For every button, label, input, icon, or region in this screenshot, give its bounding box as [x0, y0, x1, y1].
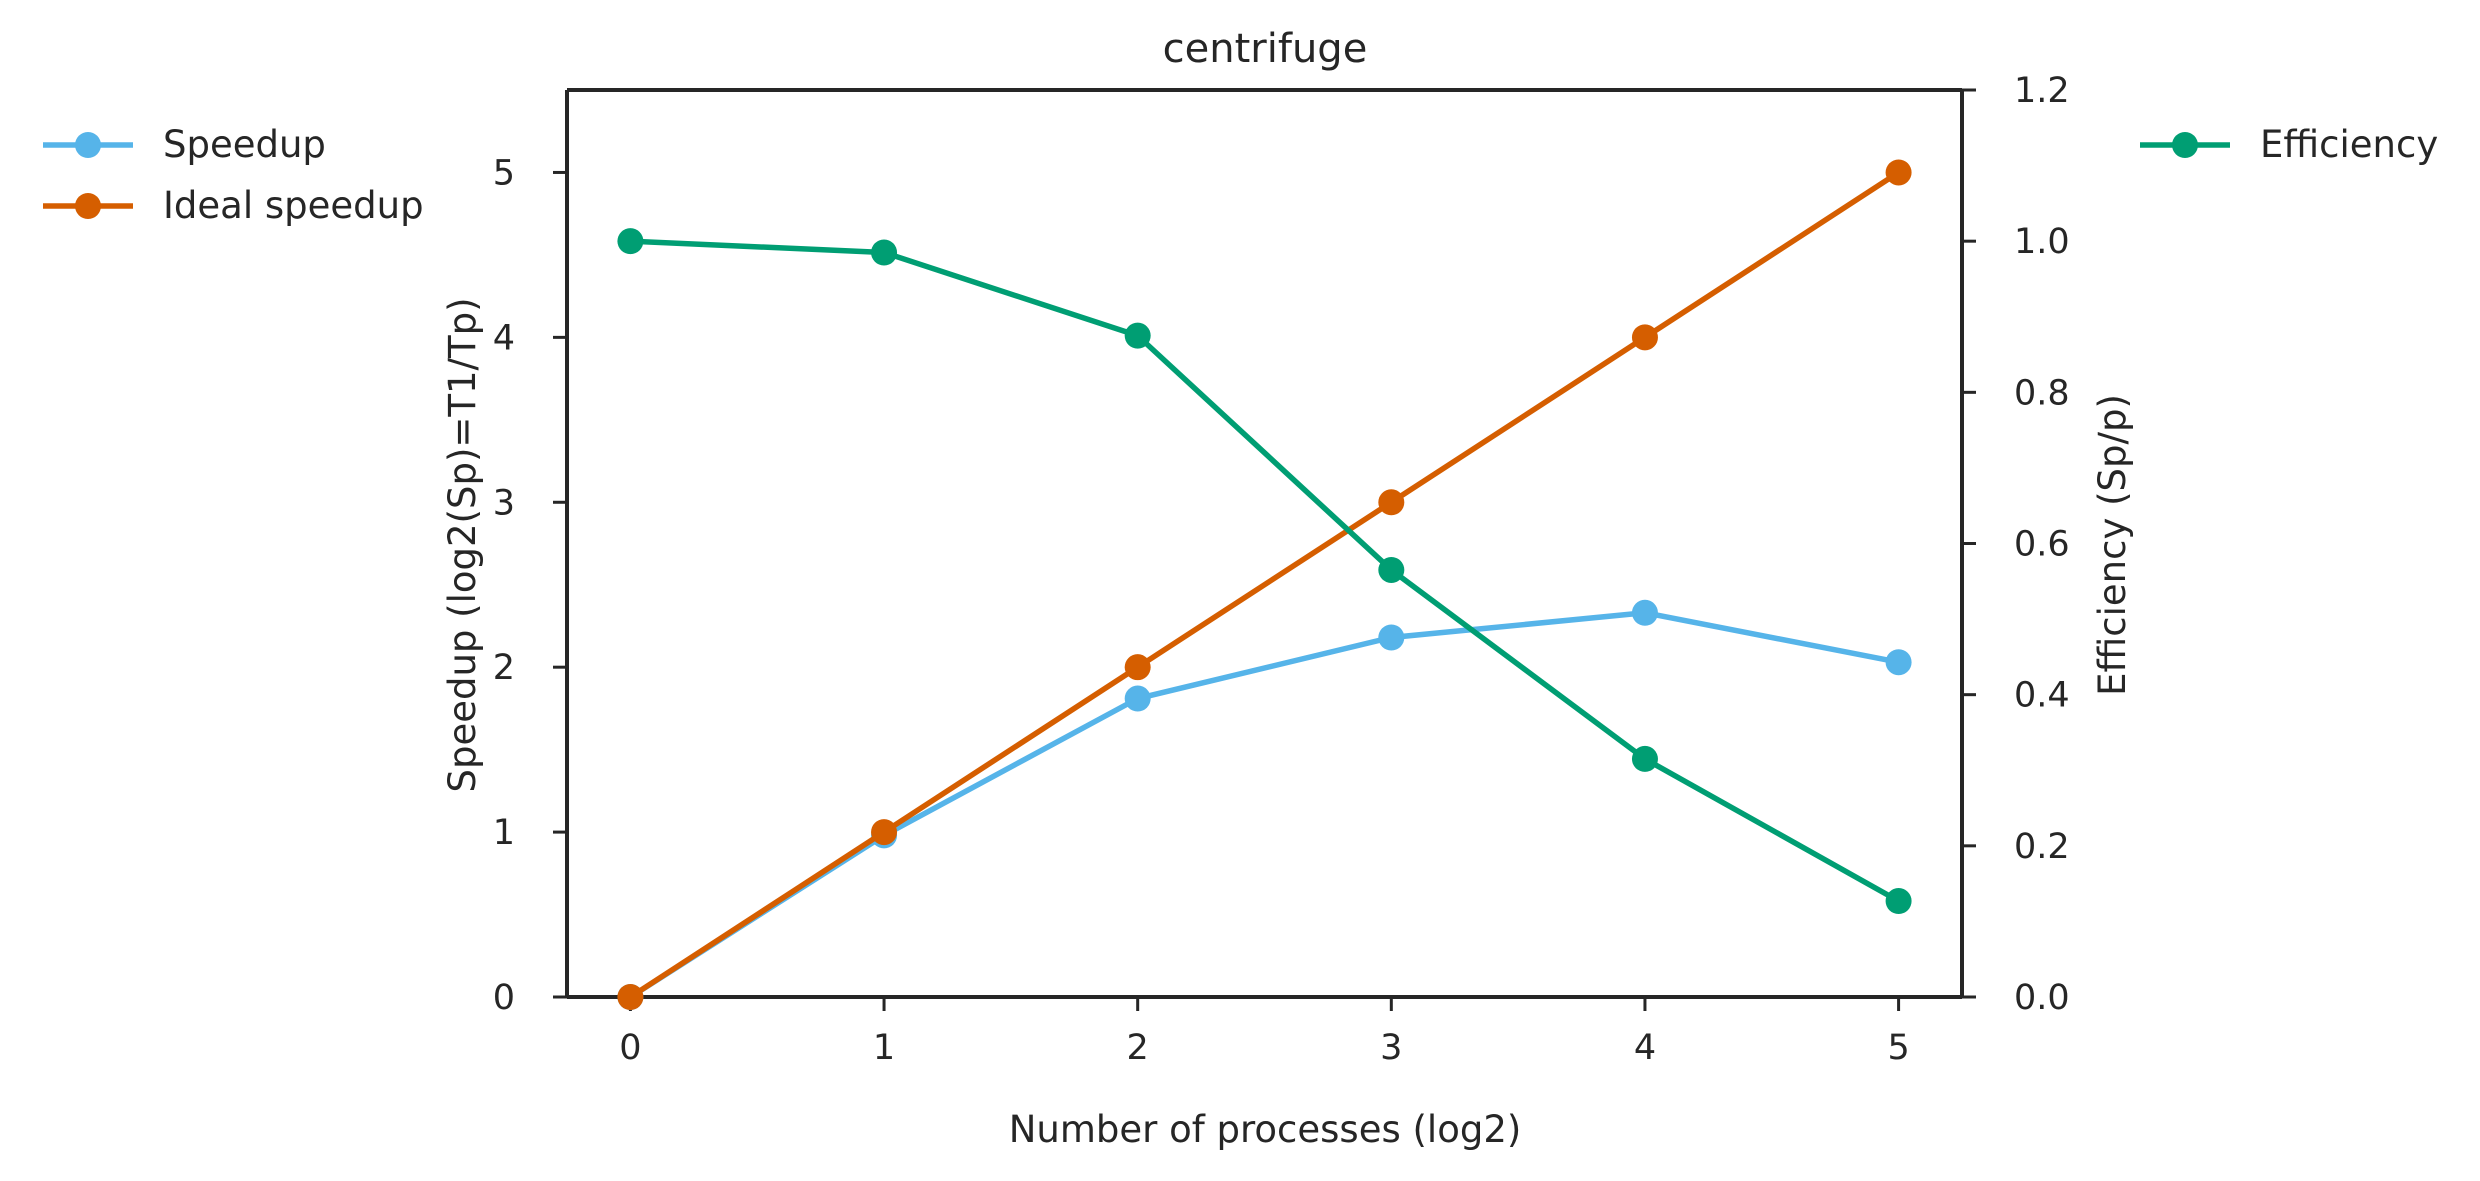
- data-point-ideal-speedup: [1378, 489, 1405, 516]
- legend-label: Speedup: [163, 123, 326, 166]
- data-point-efficiency: [871, 239, 898, 266]
- y-tick-label: 1: [493, 813, 515, 853]
- data-point-efficiency: [1631, 745, 1658, 772]
- x-tick-label: 5: [1887, 1028, 1909, 1068]
- data-point-efficiency: [1378, 556, 1405, 583]
- y2-tick-label: 0.0: [2014, 978, 2070, 1018]
- legend-right: Efficiency: [2140, 123, 2438, 166]
- x-tick-label: 2: [1127, 1028, 1149, 1068]
- data-point-ideal-speedup: [871, 819, 898, 846]
- y2-tick-label: 1.2: [2014, 71, 2070, 111]
- x-tick-label: 0: [619, 1028, 641, 1068]
- y2-tick-label: 0.6: [2014, 525, 2070, 565]
- y2-tick-label: 1.0: [2014, 222, 2070, 262]
- x-tick-label: 3: [1380, 1028, 1402, 1068]
- data-point-efficiency: [1124, 322, 1151, 349]
- y-axis-label: Speedup (log2(Sp)=T1/Tp): [441, 297, 484, 792]
- series-line-ideal-speedup: [628, 170, 1901, 1000]
- data-point-ideal-speedup: [1885, 159, 1912, 186]
- data-point-ideal-speedup: [617, 984, 644, 1010]
- series-line-speedup: [628, 610, 1900, 1000]
- y-tick-label: 4: [493, 318, 515, 358]
- x-axis-label: Number of processes (log2): [1009, 1108, 1522, 1151]
- data-point-speedup: [1885, 649, 1912, 676]
- y-tick-label: 3: [493, 483, 515, 523]
- data-point-speedup: [1378, 624, 1405, 651]
- y-tick-label: 0: [493, 978, 515, 1018]
- plot-area: 0 1 2 3 4 5 0 1 2 3 4 5 0.0 0.2 0.4 0.6 0.8 1.0 1.2: [493, 71, 2070, 1068]
- x-tick-label: 4: [1634, 1028, 1656, 1068]
- legend-marker: [75, 193, 101, 219]
- x-tick-label: 1: [873, 1028, 895, 1068]
- data-point-ideal-speedup: [1631, 324, 1658, 351]
- chart-title: centrifuge: [1163, 26, 1368, 72]
- data-point-speedup: [1631, 599, 1658, 626]
- legend-marker: [2172, 132, 2198, 158]
- legend-left: Speedup Ideal speedup: [43, 123, 424, 227]
- series-line-efficiency: [630, 238, 1900, 904]
- legend-label: Ideal speedup: [163, 184, 424, 227]
- data-point-speedup: [1124, 685, 1151, 712]
- legend-marker: [75, 132, 101, 158]
- data-point-efficiency: [1885, 888, 1912, 915]
- y2-tick-label: 0.8: [2014, 373, 2070, 413]
- data-point-efficiency: [617, 228, 644, 255]
- y2-tick-label: 0.2: [2014, 827, 2070, 867]
- y2-axis-label: Efficiency (Sp/p): [2091, 394, 2134, 696]
- y-tick-label: 5: [493, 153, 515, 193]
- legend-label: Efficiency: [2260, 123, 2438, 166]
- data-point-ideal-speedup: [1124, 654, 1151, 681]
- y-tick-label: 2: [493, 648, 515, 688]
- y2-tick-label: 0.4: [2014, 676, 2070, 716]
